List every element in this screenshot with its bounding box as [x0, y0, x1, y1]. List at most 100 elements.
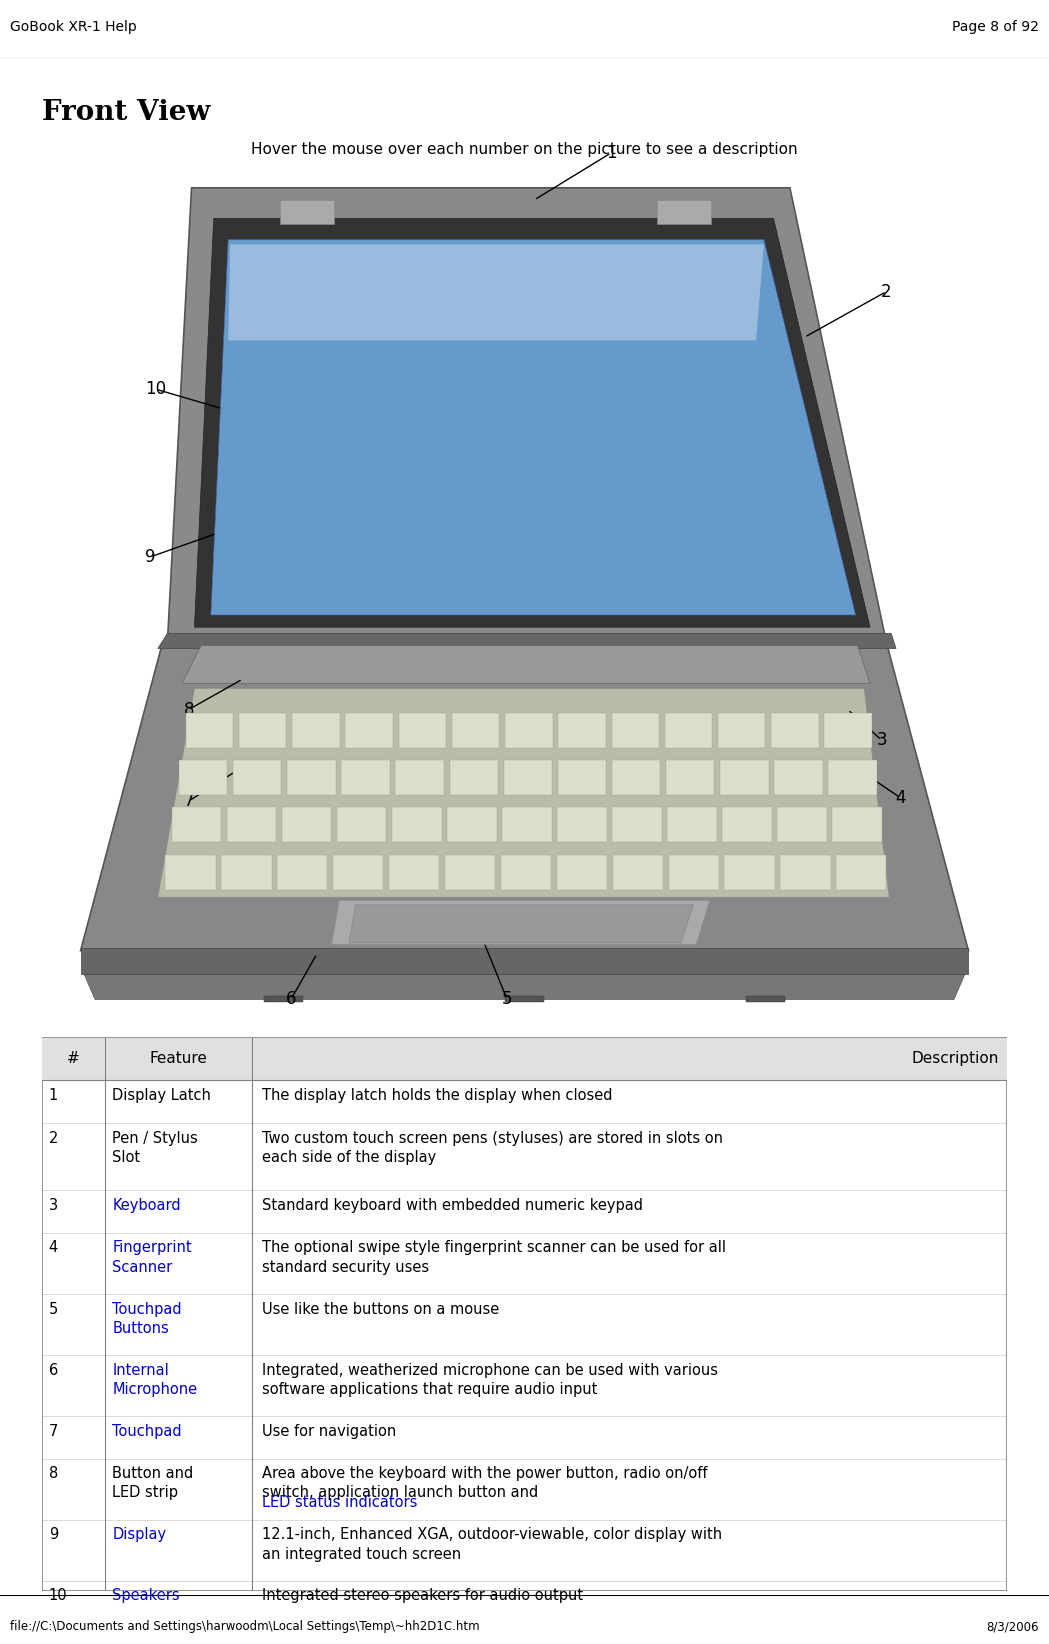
Polygon shape — [157, 689, 890, 898]
Polygon shape — [389, 855, 440, 889]
Text: 5: 5 — [501, 990, 512, 1008]
Polygon shape — [83, 970, 966, 1000]
Text: Two custom touch screen pens (styluses) are stored in slots on
each side of the : Two custom touch screen pens (styluses) … — [262, 1131, 723, 1166]
Polygon shape — [447, 807, 496, 842]
Polygon shape — [718, 712, 766, 748]
Polygon shape — [349, 904, 693, 944]
Polygon shape — [181, 646, 870, 684]
Polygon shape — [277, 855, 327, 889]
Polygon shape — [777, 807, 827, 842]
Text: #: # — [67, 1052, 80, 1067]
Text: 8/3/2006: 8/3/2006 — [986, 1621, 1039, 1632]
Polygon shape — [345, 712, 393, 748]
Polygon shape — [825, 712, 872, 748]
Text: Keyboard: Keyboard — [112, 1198, 181, 1213]
Text: 4: 4 — [48, 1241, 58, 1256]
Polygon shape — [613, 807, 662, 842]
Polygon shape — [723, 807, 772, 842]
Text: Feature: Feature — [150, 1052, 208, 1067]
Polygon shape — [157, 633, 896, 648]
Polygon shape — [780, 855, 831, 889]
Text: 8: 8 — [184, 700, 194, 718]
Text: The optional swipe style fingerprint scanner can be used for all
standard securi: The optional swipe style fingerprint sca… — [262, 1241, 726, 1274]
Polygon shape — [721, 760, 769, 796]
Polygon shape — [613, 855, 663, 889]
Polygon shape — [558, 712, 605, 748]
Polygon shape — [282, 807, 331, 842]
Text: 8: 8 — [48, 1466, 58, 1481]
Polygon shape — [81, 643, 968, 950]
Text: Speakers: Speakers — [112, 1588, 180, 1603]
Polygon shape — [341, 760, 389, 796]
Text: 1: 1 — [48, 1088, 58, 1103]
Polygon shape — [194, 219, 870, 628]
Polygon shape — [832, 807, 881, 842]
Polygon shape — [293, 712, 340, 748]
Text: 4: 4 — [896, 789, 906, 807]
Polygon shape — [667, 807, 716, 842]
Text: 7: 7 — [184, 792, 194, 810]
Polygon shape — [725, 855, 774, 889]
Polygon shape — [211, 240, 856, 615]
Polygon shape — [221, 855, 272, 889]
Polygon shape — [287, 760, 336, 796]
Polygon shape — [557, 807, 606, 842]
Polygon shape — [506, 996, 543, 1003]
Text: Page 8 of 92: Page 8 of 92 — [951, 20, 1039, 33]
Text: Touchpad
Buttons: Touchpad Buttons — [112, 1302, 183, 1335]
Bar — [42, 1037, 1007, 1080]
Text: Pen / Stylus
Slot: Pen / Stylus Slot — [112, 1131, 198, 1166]
Polygon shape — [338, 807, 386, 842]
Polygon shape — [331, 901, 710, 945]
Polygon shape — [500, 855, 551, 889]
Polygon shape — [452, 712, 499, 748]
Polygon shape — [836, 855, 886, 889]
Polygon shape — [239, 712, 286, 748]
Text: 9: 9 — [145, 547, 155, 566]
Text: Use like the buttons on a mouse: Use like the buttons on a mouse — [262, 1302, 499, 1317]
Polygon shape — [229, 245, 764, 340]
Polygon shape — [280, 201, 335, 225]
Polygon shape — [829, 760, 877, 796]
Text: 6: 6 — [48, 1363, 58, 1378]
Text: 5: 5 — [48, 1302, 58, 1317]
Polygon shape — [399, 712, 446, 748]
Polygon shape — [504, 760, 552, 796]
Text: 2: 2 — [881, 283, 892, 301]
Text: 2: 2 — [48, 1131, 58, 1146]
Polygon shape — [233, 760, 281, 796]
Polygon shape — [774, 760, 822, 796]
Polygon shape — [264, 996, 302, 1003]
Text: Internal
Microphone: Internal Microphone — [112, 1363, 197, 1397]
Polygon shape — [612, 760, 660, 796]
Text: Use for navigation: Use for navigation — [262, 1424, 397, 1438]
Polygon shape — [186, 712, 233, 748]
Polygon shape — [558, 760, 606, 796]
Polygon shape — [450, 760, 498, 796]
Text: Front View: Front View — [42, 99, 211, 127]
Polygon shape — [172, 807, 221, 842]
Text: The display latch holds the display when closed: The display latch holds the display when… — [262, 1088, 613, 1103]
Text: Hover the mouse over each number on the picture to see a description: Hover the mouse over each number on the … — [251, 141, 798, 158]
Bar — [42, 1037, 1007, 1591]
Text: 6: 6 — [285, 990, 296, 1008]
Text: 10: 10 — [48, 1588, 67, 1603]
Text: Integrated stereo speakers for audio output: Integrated stereo speakers for audio out… — [262, 1588, 583, 1603]
Text: 10: 10 — [145, 380, 167, 398]
Text: 9: 9 — [48, 1527, 58, 1542]
Polygon shape — [747, 996, 785, 1003]
Text: GoBook XR-1 Help: GoBook XR-1 Help — [10, 20, 137, 33]
Text: 12.1-inch, Enhanced XGA, outdoor-viewable, color display with
an integrated touc: 12.1-inch, Enhanced XGA, outdoor-viewabl… — [262, 1527, 722, 1562]
Polygon shape — [334, 855, 383, 889]
Text: Area above the keyboard with the power button, radio on/off
switch, application : Area above the keyboard with the power b… — [262, 1466, 707, 1501]
Text: 3: 3 — [48, 1198, 58, 1213]
Text: Fingerprint
Scanner: Fingerprint Scanner — [112, 1241, 192, 1274]
Text: file://C:\Documents and Settings\harwoodm\Local Settings\Temp\~hh2D1C.htm: file://C:\Documents and Settings\harwood… — [10, 1621, 480, 1632]
Text: LED status indicators: LED status indicators — [262, 1496, 418, 1511]
Polygon shape — [502, 807, 552, 842]
Polygon shape — [771, 712, 818, 748]
Polygon shape — [392, 807, 442, 842]
Polygon shape — [168, 187, 886, 643]
Text: 1: 1 — [606, 143, 617, 161]
Text: Display Latch: Display Latch — [112, 1088, 211, 1103]
